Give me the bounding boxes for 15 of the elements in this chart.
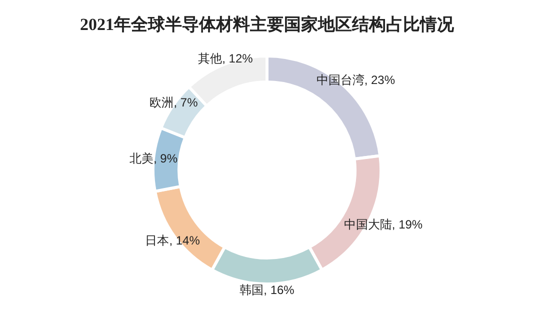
data-label: , 14%: [169, 234, 200, 248]
slice-label: 北美: [130, 152, 154, 166]
data-label: , 23%: [364, 72, 396, 87]
data-label: , 16%: [264, 283, 295, 297]
slice-label: 中国台湾: [316, 72, 364, 87]
data-label: , 19%: [392, 217, 423, 232]
data-label: , 12%: [222, 51, 254, 66]
slice-label: 韩国: [240, 283, 264, 297]
slice-label: 中国大陆: [344, 217, 392, 232]
slice-label: 其他: [198, 51, 222, 66]
chart-title: 2021年全球半导体材料主要国家地区结构占比情况: [80, 15, 455, 34]
data-label: , 7%: [174, 96, 198, 110]
data-label: , 9%: [154, 152, 178, 166]
slice-label: 日本: [145, 234, 170, 248]
slice-label: 欧洲: [150, 96, 174, 110]
